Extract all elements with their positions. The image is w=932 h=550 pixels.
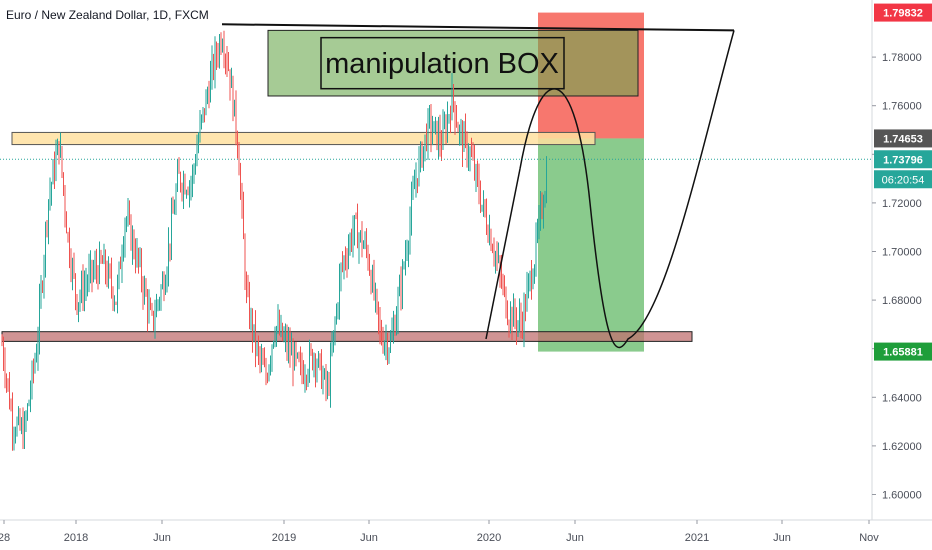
x-tick-label: 2019 [272,532,296,544]
take-profit-zone [538,138,644,352]
price-label-stop: 1.79832 [883,8,923,20]
x-tick-label: 2021 [685,532,709,544]
price-label-stop-box [874,3,932,22]
price-label-entry: 1.74653 [883,133,923,145]
y-tick-label: 1.76000 [882,101,922,113]
y-tick-label: 1.72000 [882,198,922,210]
price-label-last: 1.73796 [883,154,923,166]
projection-curve [519,30,735,349]
countdown-label: 06:20:54 [882,174,925,186]
countdown-box [874,170,932,189]
projection-lead-line [485,168,521,340]
x-tick-label: Jun [153,532,171,544]
x-tick-label: 2018 [64,532,88,544]
support-band [1,331,693,342]
y-tick-label: 1.62000 [882,441,922,453]
y-tick-label: 1.70000 [882,246,922,258]
x-tick-label: 2020 [477,532,501,544]
x-tick-label: Nov [859,532,879,544]
y-tick-label: 1.64000 [882,392,922,404]
x-tick-label: Jun [566,532,584,544]
price-label-entry-box [874,129,932,148]
x-tick-label: Jun [773,532,791,544]
price-label-target: 1.65881 [883,347,923,359]
price-label-target-box [874,342,932,361]
resistance-trendline [221,23,735,32]
manipulation-box-label: manipulation BOX [325,48,559,80]
y-tick-label: 1.60000 [882,489,922,501]
x-tick-label: Jun [360,532,378,544]
chart-title: Euro / New Zealand Dollar, 1D, FXCM [6,8,209,22]
y-tick-label: 1.78000 [882,52,922,64]
price-label-last-box [874,150,932,169]
x-tick-label: 28 [0,532,10,544]
resistance-band [11,131,596,146]
y-tick-label: 1.68000 [882,295,922,307]
manipulation-label-frame [320,36,565,90]
